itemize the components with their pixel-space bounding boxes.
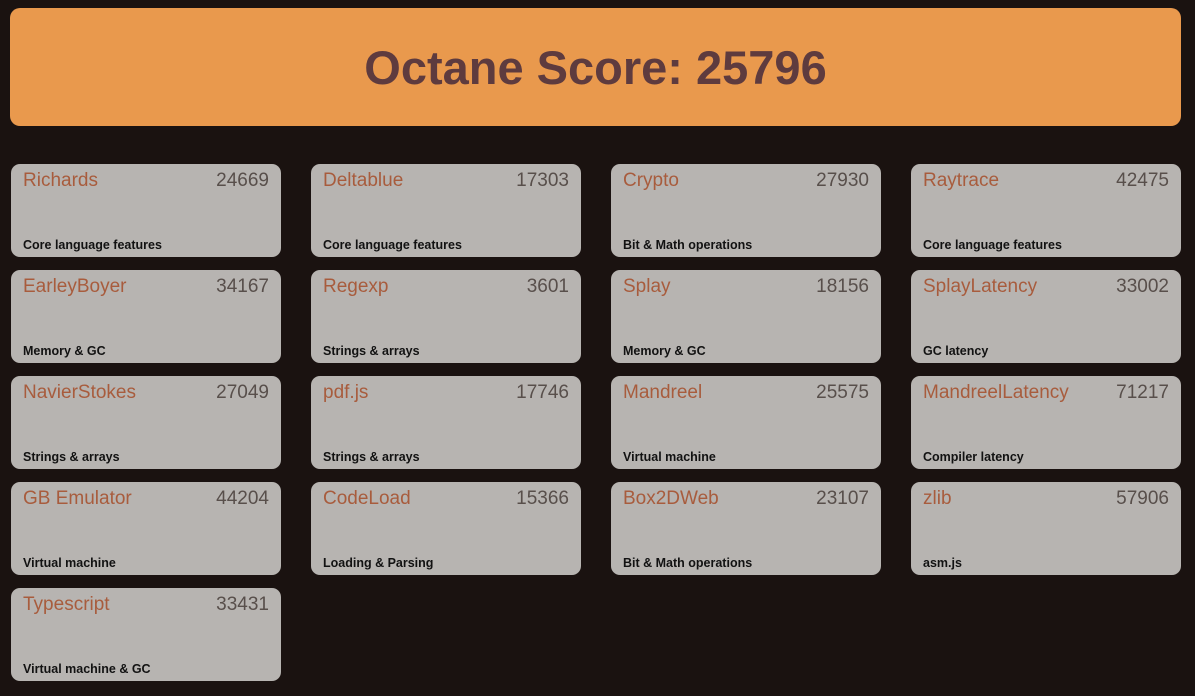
benchmark-category: Core language features <box>23 238 162 252</box>
benchmark-score: 15366 <box>516 488 569 509</box>
benchmark-category: Loading & Parsing <box>323 556 434 570</box>
benchmark-card: NavierStokes 27049 Strings & arrays <box>11 376 281 469</box>
benchmark-category: Core language features <box>923 238 1062 252</box>
benchmark-category: Core language features <box>323 238 462 252</box>
benchmark-card: GB Emulator 44204 Virtual machine <box>11 482 281 575</box>
benchmark-name: EarleyBoyer <box>23 276 127 297</box>
benchmark-name: Richards <box>23 170 98 191</box>
benchmark-card: Box2DWeb 23107 Bit & Math operations <box>611 482 881 575</box>
benchmark-name: SplayLatency <box>923 276 1038 297</box>
benchmark-score: 24669 <box>216 170 269 191</box>
benchmark-card-header: EarleyBoyer 34167 <box>23 274 269 300</box>
benchmark-category: Bit & Math operations <box>623 238 753 252</box>
benchmark-card-header: MandreelLatency 71217 <box>923 380 1169 406</box>
benchmark-score: 57906 <box>1116 488 1169 509</box>
benchmark-category: Strings & arrays <box>323 450 420 464</box>
benchmark-category: Memory & GC <box>623 344 706 358</box>
benchmark-name: Mandreel <box>623 382 703 403</box>
benchmark-score: 44204 <box>216 488 269 509</box>
benchmark-card: EarleyBoyer 34167 Memory & GC <box>11 270 281 363</box>
benchmark-name: MandreelLatency <box>923 382 1069 403</box>
benchmark-card: Splay 18156 Memory & GC <box>611 270 881 363</box>
benchmark-card-header: NavierStokes 27049 <box>23 380 269 406</box>
benchmark-name: zlib <box>923 488 952 509</box>
octane-score-title: Octane Score: 25796 <box>364 40 827 94</box>
benchmark-card: Regexp 3601 Strings & arrays <box>311 270 581 363</box>
benchmark-card-header: Deltablue 17303 <box>323 168 569 194</box>
benchmark-score: 25575 <box>816 382 869 403</box>
benchmark-name: GB Emulator <box>23 488 132 509</box>
benchmark-card: pdf.js 17746 Strings & arrays <box>311 376 581 469</box>
benchmark-score: 27930 <box>816 170 869 191</box>
benchmark-card-header: Box2DWeb 23107 <box>623 486 869 512</box>
benchmark-name: Splay <box>623 276 671 297</box>
benchmark-card-header: Mandreel 25575 <box>623 380 869 406</box>
benchmark-category: asm.js <box>923 556 962 570</box>
benchmark-score: 17746 <box>516 382 569 403</box>
benchmark-card: SplayLatency 33002 GC latency <box>911 270 1181 363</box>
benchmark-grid: Richards 24669 Core language features De… <box>11 164 1181 681</box>
benchmark-card: Raytrace 42475 Core language features <box>911 164 1181 257</box>
benchmark-card: Typescript 33431 Virtual machine & GC <box>11 588 281 681</box>
benchmark-name: NavierStokes <box>23 382 136 403</box>
benchmark-category: Memory & GC <box>23 344 106 358</box>
benchmark-card: Crypto 27930 Bit & Math operations <box>611 164 881 257</box>
benchmark-card-header: GB Emulator 44204 <box>23 486 269 512</box>
benchmark-score: 42475 <box>1116 170 1169 191</box>
benchmark-card-header: Crypto 27930 <box>623 168 869 194</box>
benchmark-card: Deltablue 17303 Core language features <box>311 164 581 257</box>
benchmark-card: Mandreel 25575 Virtual machine <box>611 376 881 469</box>
benchmark-category: Strings & arrays <box>23 450 120 464</box>
benchmark-card-header: zlib 57906 <box>923 486 1169 512</box>
benchmark-score: 18156 <box>816 276 869 297</box>
octane-score-banner: Octane Score: 25796 <box>10 8 1181 126</box>
benchmark-category: Virtual machine <box>23 556 116 570</box>
benchmark-score: 33431 <box>216 594 269 615</box>
benchmark-name: CodeLoad <box>323 488 411 509</box>
benchmark-name: Deltablue <box>323 170 404 191</box>
benchmark-name: Raytrace <box>923 170 1000 191</box>
benchmark-category: Bit & Math operations <box>623 556 753 570</box>
benchmark-name: Typescript <box>23 594 110 615</box>
benchmark-card: zlib 57906 asm.js <box>911 482 1181 575</box>
benchmark-score: 33002 <box>1116 276 1169 297</box>
benchmark-card-header: Regexp 3601 <box>323 274 569 300</box>
benchmark-score: 71217 <box>1116 382 1169 403</box>
benchmark-card: Richards 24669 Core language features <box>11 164 281 257</box>
benchmark-score: 27049 <box>216 382 269 403</box>
benchmark-name: Box2DWeb <box>623 488 719 509</box>
benchmark-score: 17303 <box>516 170 569 191</box>
benchmark-card: CodeLoad 15366 Loading & Parsing <box>311 482 581 575</box>
benchmark-card: MandreelLatency 71217 Compiler latency <box>911 376 1181 469</box>
benchmark-card-header: Raytrace 42475 <box>923 168 1169 194</box>
benchmark-card-header: Typescript 33431 <box>23 592 269 618</box>
benchmark-name: Regexp <box>323 276 389 297</box>
benchmark-score: 23107 <box>816 488 869 509</box>
benchmark-category: Compiler latency <box>923 450 1024 464</box>
benchmark-card-header: Splay 18156 <box>623 274 869 300</box>
benchmark-category: GC latency <box>923 344 989 358</box>
benchmark-card-header: Richards 24669 <box>23 168 269 194</box>
benchmark-card-header: CodeLoad 15366 <box>323 486 569 512</box>
benchmark-category: Strings & arrays <box>323 344 420 358</box>
benchmark-card-header: SplayLatency 33002 <box>923 274 1169 300</box>
benchmark-score: 34167 <box>216 276 269 297</box>
benchmark-category: Virtual machine & GC <box>23 662 151 676</box>
benchmark-category: Virtual machine <box>623 450 716 464</box>
benchmark-name: Crypto <box>623 170 679 191</box>
benchmark-card-header: pdf.js 17746 <box>323 380 569 406</box>
benchmark-name: pdf.js <box>323 382 369 403</box>
benchmark-score: 3601 <box>526 276 569 297</box>
